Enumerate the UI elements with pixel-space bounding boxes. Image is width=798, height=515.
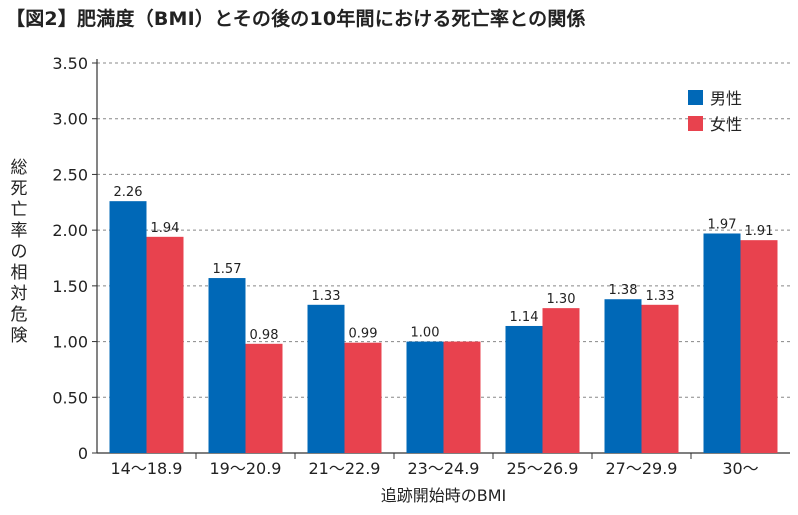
bar-female	[245, 343, 283, 453]
y-axis-label-char: 危	[10, 305, 28, 325]
legend-label: 女性	[710, 115, 742, 134]
y-axis-label-char: 総	[10, 158, 28, 178]
y-tick-label: 1.00	[52, 333, 88, 352]
y-axis-label: 総死亡率の相対危険	[6, 158, 32, 347]
data-label: 1.38	[609, 283, 638, 298]
data-label: 1.33	[312, 289, 341, 304]
y-tick-label: 0.50	[52, 388, 88, 407]
y-axis-label-char: 亡	[10, 200, 28, 220]
y-axis-label-char: 死	[10, 179, 28, 199]
x-tick-label: 14～18.9	[111, 459, 183, 478]
y-axis-label-char: 率	[10, 221, 28, 241]
x-tick-label: 27～29.9	[606, 459, 678, 478]
y-tick-label: 3.50	[52, 54, 88, 73]
legend-swatch	[688, 116, 703, 131]
legend-label: 男性	[710, 89, 742, 108]
bar-male	[208, 278, 246, 453]
legend-swatch	[688, 90, 703, 105]
x-axis-label: 追跡開始時のBMI	[381, 486, 507, 505]
y-tick-label: 2.00	[52, 221, 88, 240]
x-tick-label: 19～20.9	[210, 459, 282, 478]
data-label: 1.57	[213, 262, 242, 277]
x-tick-label: 23～24.9	[408, 459, 480, 478]
data-label: 1.94	[151, 221, 180, 236]
data-label: 0.98	[250, 328, 279, 343]
chart-title: 【図2】肥満度（BMI）とその後の10年間における死亡率との関係	[6, 8, 586, 30]
data-label: 1.00	[411, 326, 440, 341]
bar-male	[307, 304, 345, 453]
bar-female	[443, 341, 481, 453]
bar-male	[703, 233, 741, 453]
y-axis-label-char: の	[10, 242, 28, 262]
bar-female	[542, 308, 580, 453]
x-tick-label: 21～22.9	[309, 459, 381, 478]
y-axis-label-char: 険	[10, 326, 28, 346]
y-axis-label-char: 対	[10, 284, 28, 304]
x-tick-label: 30～	[722, 459, 758, 478]
bar-male	[109, 201, 147, 453]
bar-female	[146, 236, 184, 453]
bar-female	[740, 240, 778, 453]
y-tick-label: 1.50	[52, 277, 88, 296]
data-label: 1.33	[646, 289, 675, 304]
x-tick-label: 25～26.9	[507, 459, 579, 478]
data-label: 2.26	[114, 185, 143, 200]
y-tick-label: 3.00	[52, 110, 88, 129]
bar-male	[406, 341, 444, 453]
data-label: 1.91	[745, 224, 774, 239]
data-label: 0.99	[349, 327, 378, 342]
bar-male	[505, 325, 543, 453]
bar-female	[641, 304, 679, 453]
data-label: 1.14	[510, 310, 539, 325]
data-label: 1.30	[547, 292, 576, 307]
bar-female	[344, 342, 382, 453]
y-axis-label-char: 相	[10, 263, 28, 283]
y-tick-label: 0	[78, 444, 88, 463]
y-tick-label: 2.50	[52, 165, 88, 184]
bar-male	[604, 299, 642, 453]
data-label: 1.97	[708, 217, 737, 232]
